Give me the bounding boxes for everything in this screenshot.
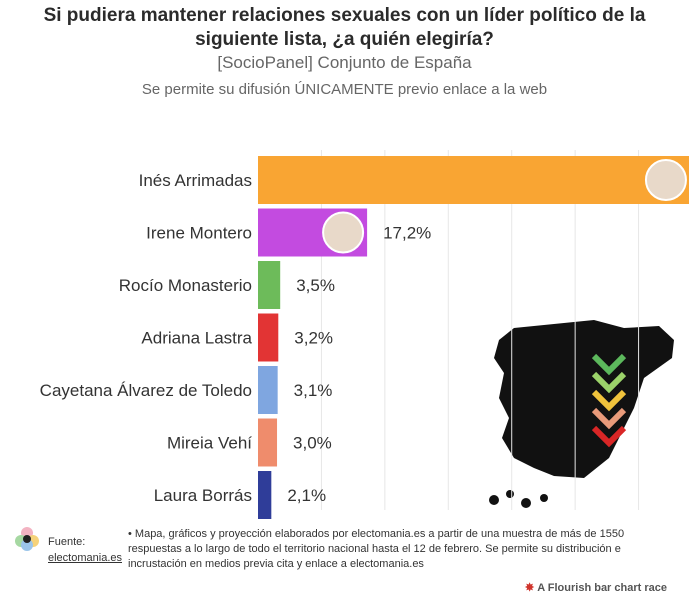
source-label: Fuente: [48, 536, 86, 548]
value-label: 3,2% [294, 329, 333, 348]
category-label: Rocío Monasterio [119, 276, 252, 295]
category-label: Adriana Lastra [141, 329, 252, 348]
spain-map-watermark [489, 320, 674, 508]
bar [258, 366, 278, 414]
avatar-icon [322, 211, 365, 254]
value-label: 3,5% [296, 276, 335, 295]
bar-chart: Inés Arrimadas68,1%Irene Montero17,2%Roc… [40, 150, 689, 519]
value-label: 3,1% [294, 381, 333, 400]
flourish-icon: ✸ [524, 582, 535, 594]
category-label: Cayetana Álvarez de Toledo [40, 381, 252, 400]
bar [258, 418, 278, 467]
flourish-credit[interactable]: ✸ A Flourish bar chart race [525, 581, 667, 594]
chart-subtitle: [SocioPanel] Conjunto de España [217, 53, 472, 72]
bar [258, 471, 272, 519]
electomania-logo [14, 526, 40, 552]
footer-source: Fuente: electomania.es [48, 534, 122, 566]
category-label: Mireia Vehí [167, 434, 252, 453]
chart-title: Si pudiera mantener relaciones sexuales … [43, 5, 646, 50]
source-link[interactable]: electomania.es [48, 552, 122, 564]
category-label: Laura Borrás [154, 486, 252, 505]
category-label: Irene Montero [146, 224, 252, 243]
flourish-credit-text: A Flourish bar chart race [537, 582, 667, 594]
bar [258, 313, 279, 362]
category-label: Inés Arrimadas [139, 171, 252, 190]
value-label: 2,1% [287, 486, 326, 505]
bar [258, 261, 281, 309]
avatar-icon [644, 159, 687, 201]
value-label: 3,0% [293, 434, 332, 453]
chart-note: Se permite su difusión ÚNICAMENTE previo… [141, 81, 548, 98]
value-label: 17,2% [383, 224, 431, 243]
footer-description: • Mapa, gráficos y proyección elaborados… [128, 528, 625, 570]
bar [258, 156, 689, 204]
